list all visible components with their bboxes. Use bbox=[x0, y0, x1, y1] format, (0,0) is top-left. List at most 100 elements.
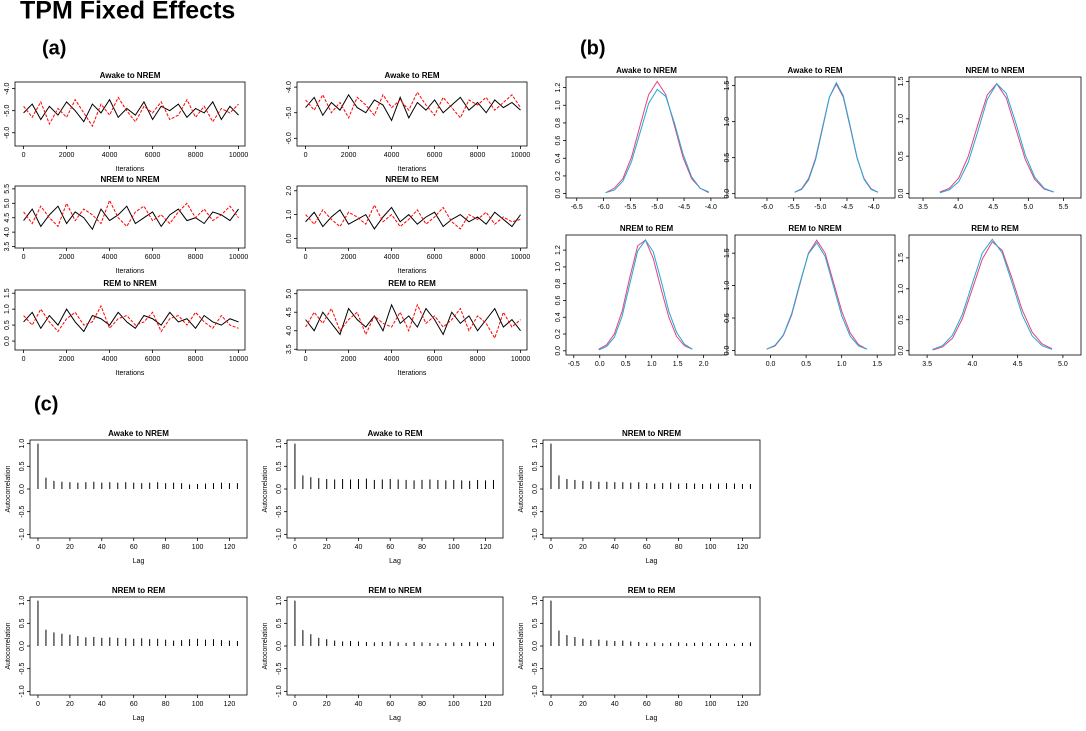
panel-title: Awake to REM bbox=[788, 66, 843, 75]
y-tick-label: 1.0 bbox=[276, 596, 283, 606]
x-tick-label: 3.5 bbox=[918, 204, 928, 211]
x-tick-label: 20 bbox=[66, 701, 74, 708]
x-tick-label: 0 bbox=[293, 701, 297, 708]
y-tick-label: -6.0 bbox=[4, 127, 11, 139]
x-tick-label: 60 bbox=[130, 701, 138, 708]
series-line bbox=[606, 81, 709, 192]
x-tick-label: 1.0 bbox=[837, 361, 847, 368]
y-tick-label: 5.5 bbox=[4, 184, 11, 194]
plot-box bbox=[566, 77, 727, 198]
plot-box bbox=[735, 77, 895, 198]
x-tick-label: 120 bbox=[737, 544, 749, 551]
series-line bbox=[24, 306, 239, 332]
y-tick-label: 1.0 bbox=[898, 284, 905, 294]
plot-box bbox=[543, 597, 760, 695]
y-tick-label: 1.0 bbox=[555, 100, 562, 110]
x-tick-label: 6000 bbox=[427, 356, 443, 363]
plot-box bbox=[566, 235, 727, 355]
figure-title: TPM Fixed Effects bbox=[20, 0, 235, 25]
y-tick-label: -4.0 bbox=[286, 81, 293, 93]
y-tick-label: -0.5 bbox=[532, 663, 539, 675]
x-tick-label: 120 bbox=[480, 544, 492, 551]
y-tick-label: -1.0 bbox=[276, 528, 283, 540]
x-tick-label: 10000 bbox=[229, 254, 249, 261]
x-tick-label: 20 bbox=[579, 544, 587, 551]
y-tick-label: 2.0 bbox=[286, 186, 293, 196]
y-tick-label: 3.5 bbox=[286, 344, 293, 354]
x-axis-label: Iterations bbox=[398, 370, 427, 377]
y-tick-label: 1.0 bbox=[898, 114, 905, 124]
x-tick-label: -5.0 bbox=[651, 204, 663, 211]
x-tick-label: 100 bbox=[705, 701, 717, 708]
panel-title: REM to NREM bbox=[788, 224, 842, 233]
panel-title: NREM to REM bbox=[112, 586, 166, 595]
x-tick-label: 5.0 bbox=[1023, 204, 1033, 211]
plot-box bbox=[735, 235, 895, 355]
x-tick-label: 0 bbox=[36, 544, 40, 551]
y-tick-label: 1.0 bbox=[532, 596, 539, 606]
x-axis-label: Lag bbox=[133, 558, 145, 565]
x-tick-label: 120 bbox=[480, 701, 492, 708]
x-tick-label: 60 bbox=[386, 701, 394, 708]
panel-title: Awake to NREM bbox=[100, 71, 161, 80]
y-tick-label: 1.2 bbox=[555, 245, 562, 255]
y-tick-label: 0.2 bbox=[555, 329, 562, 339]
x-tick-label: 80 bbox=[675, 701, 683, 708]
y-tick-label: 0.5 bbox=[276, 461, 283, 471]
panel-title: REM to NREM bbox=[103, 279, 157, 288]
x-tick-label: 4.0 bbox=[968, 361, 978, 368]
x-tick-label: 0 bbox=[22, 356, 26, 363]
x-tick-label: 8000 bbox=[188, 254, 204, 261]
y-tick-label: 0.0 bbox=[555, 189, 562, 199]
y-tick-label: 1.0 bbox=[4, 304, 11, 314]
x-tick-label: 10000 bbox=[229, 356, 249, 363]
x-tick-label: 3.5 bbox=[922, 361, 932, 368]
x-tick-label: -5.5 bbox=[624, 204, 636, 211]
y-axis-label: Autocorrelation bbox=[5, 465, 12, 512]
y-tick-label: 4.5 bbox=[4, 213, 11, 223]
series-line bbox=[933, 242, 1052, 350]
x-tick-label: 80 bbox=[162, 701, 170, 708]
series-line bbox=[24, 206, 239, 229]
x-tick-label: 120 bbox=[737, 701, 749, 708]
plot-box bbox=[909, 235, 1081, 355]
x-tick-label: 8000 bbox=[188, 356, 204, 363]
y-tick-label: 0.5 bbox=[898, 315, 905, 325]
y-tick-label: 0.4 bbox=[555, 312, 562, 322]
x-tick-label: 8000 bbox=[470, 152, 486, 159]
x-tick-label: 40 bbox=[355, 701, 363, 708]
x-tick-label: 4000 bbox=[384, 356, 400, 363]
series-line bbox=[24, 200, 239, 226]
y-tick-label: 5.0 bbox=[4, 198, 11, 208]
y-tick-label: 0.8 bbox=[555, 279, 562, 289]
y-tick-label: 5.0 bbox=[286, 289, 293, 299]
x-tick-label: 80 bbox=[418, 701, 426, 708]
x-tick-label: 6000 bbox=[427, 152, 443, 159]
series-line bbox=[306, 305, 521, 335]
y-tick-label: 1.5 bbox=[898, 77, 905, 87]
y-tick-label: -4.0 bbox=[4, 82, 11, 94]
series-line bbox=[306, 92, 521, 118]
x-tick-label: 8000 bbox=[188, 152, 204, 159]
x-tick-label: 1.5 bbox=[872, 361, 882, 368]
series-line bbox=[767, 243, 867, 349]
y-tick-label: 0.8 bbox=[555, 118, 562, 128]
x-tick-label: -4.5 bbox=[678, 204, 690, 211]
y-tick-label: 0.5 bbox=[19, 618, 26, 628]
y-tick-label: -1.0 bbox=[19, 685, 26, 697]
x-tick-label: 10000 bbox=[511, 152, 531, 159]
x-tick-label: 8000 bbox=[470, 356, 486, 363]
x-tick-label: 40 bbox=[611, 701, 619, 708]
x-tick-label: -4.0 bbox=[705, 204, 717, 211]
y-tick-label: 0.0 bbox=[276, 641, 283, 651]
panel-title: Awake to REM bbox=[368, 429, 423, 438]
x-tick-label: 80 bbox=[162, 544, 170, 551]
x-tick-label: 4.5 bbox=[1013, 361, 1023, 368]
y-tick-label: 0.5 bbox=[4, 320, 11, 330]
y-tick-label: 4.5 bbox=[286, 307, 293, 317]
y-tick-label: 0.5 bbox=[724, 153, 731, 163]
panel-title: Awake to REM bbox=[385, 71, 440, 80]
y-axis-label: Autocorrelation bbox=[518, 622, 525, 669]
x-tick-label: 0 bbox=[304, 254, 308, 261]
x-tick-label: -5.5 bbox=[788, 204, 800, 211]
